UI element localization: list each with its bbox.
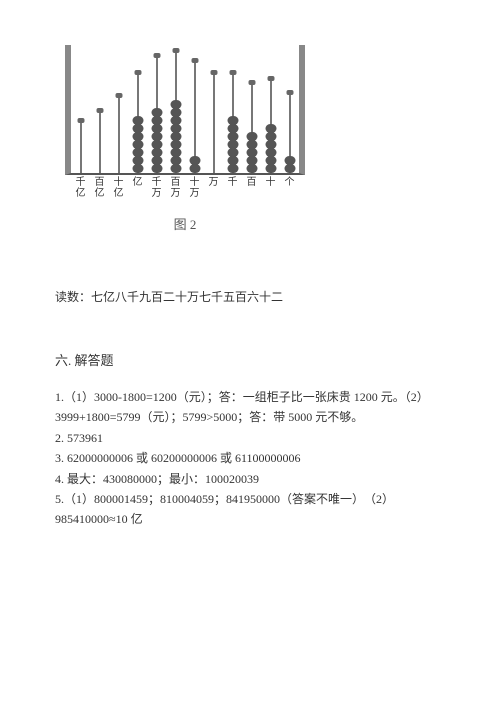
answer-line: 5.（1）800001459；810004059；841950000（答案不唯一… [55, 489, 445, 530]
abacus-column [90, 45, 109, 173]
read-label: 读数： [55, 290, 91, 304]
answers-block: 1.（1）3000-1800=1200（元）；答：一组柜子比一张床贵 1200 … [55, 387, 445, 530]
place-label: 万 [204, 177, 223, 199]
abacus-labels: 千亿百亿十亿亿千万百万十万万千百十个 [65, 175, 305, 199]
abacus-figure: 千亿百亿十亿亿千万百万十万万千百十个 图 2 [65, 45, 445, 233]
section-title: 六. 解答题 [55, 350, 445, 369]
abacus-frame [65, 45, 305, 175]
place-label: 百 [242, 177, 261, 199]
abacus-column [261, 45, 280, 173]
abacus-column [242, 45, 261, 173]
answer-line: 3. 62000000006 或 60200000006 或 611000000… [55, 448, 445, 468]
abacus-column [128, 45, 147, 173]
place-label: 个 [280, 177, 299, 199]
place-label: 百亿 [90, 177, 109, 199]
answer-line: 2. 573961 [55, 428, 445, 448]
place-label: 千 [223, 177, 242, 199]
abacus-column [185, 45, 204, 173]
answer-line: 4. 最大：430080000；最小：100020039 [55, 469, 445, 489]
abacus-column [166, 45, 185, 173]
figure-caption: 图 2 [65, 214, 305, 233]
abacus-column [204, 45, 223, 173]
abacus-column [147, 45, 166, 173]
abacus-column [71, 45, 90, 173]
place-label: 十万 [185, 177, 204, 199]
place-label: 十 [261, 177, 280, 199]
place-label: 千万 [147, 177, 166, 199]
place-label: 十亿 [109, 177, 128, 199]
answer-line: 1.（1）3000-1800=1200（元）；答：一组柜子比一张床贵 1200 … [55, 387, 445, 428]
place-label: 百万 [166, 177, 185, 199]
abacus-column [223, 45, 242, 173]
read-number-line: 读数：七亿八千九百二十万七千五百六十二 [55, 288, 445, 305]
read-value: 七亿八千九百二十万七千五百六十二 [91, 290, 283, 304]
place-label: 亿 [128, 177, 147, 199]
abacus-column [109, 45, 128, 173]
abacus-column [280, 45, 299, 173]
place-label: 千亿 [71, 177, 90, 199]
